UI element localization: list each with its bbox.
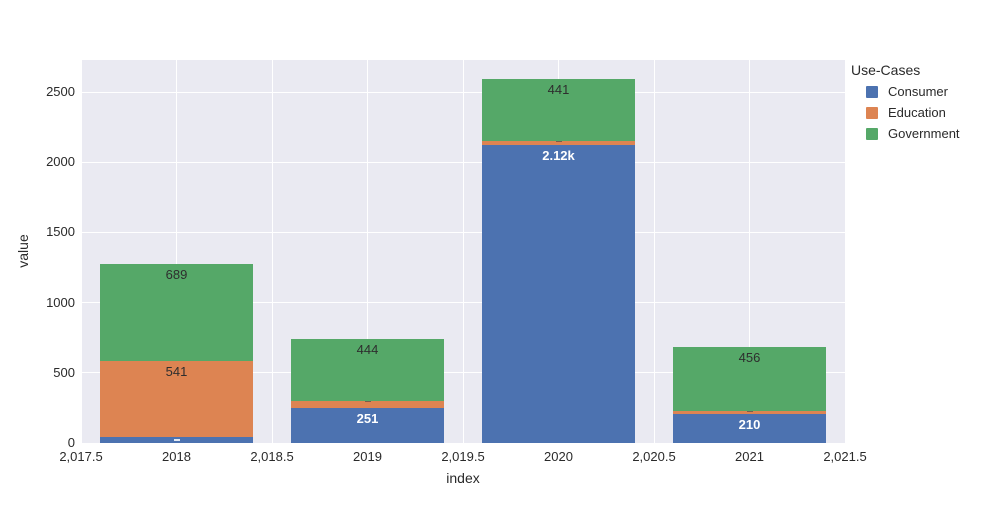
y-tick-label: 2500 <box>46 84 75 99</box>
y-gridline <box>81 442 845 444</box>
x-gridline <box>176 60 177 443</box>
x-tick-label: 2019 <box>353 449 382 464</box>
x-tick-label: 2,018.5 <box>250 449 294 464</box>
bar-segment-education[interactable] <box>673 410 826 414</box>
legend-label: Education <box>888 105 946 120</box>
bar-segment-education[interactable] <box>291 401 444 408</box>
bar-segment-consumer[interactable] <box>291 407 444 443</box>
legend-item-government[interactable]: Government <box>866 126 960 141</box>
bar-segment-education[interactable] <box>482 141 635 146</box>
y-tick-label: 1000 <box>46 294 75 310</box>
bar-segment-government[interactable] <box>291 339 444 402</box>
legend-swatch-icon <box>866 106 878 119</box>
y-tick-label: 2000 <box>46 154 75 170</box>
legend-item-education[interactable]: Education <box>866 105 960 120</box>
x-gridline <box>749 60 750 443</box>
x-gridline <box>462 60 464 443</box>
legend: Use-Cases Consumer Education Government <box>851 62 960 147</box>
legend-label: Consumer <box>888 84 948 99</box>
x-gridline <box>653 60 655 443</box>
legend-title: Use-Cases <box>851 62 921 78</box>
legend-swatch-icon <box>866 85 878 98</box>
y-tick-label: 1500 <box>46 224 75 240</box>
legend-item-consumer[interactable]: Consumer <box>866 84 960 99</box>
x-tick-label: 2018 <box>162 449 191 464</box>
y-tick-label: 0 <box>67 435 75 450</box>
x-gridline <box>271 60 273 443</box>
x-axis-title: index <box>446 470 480 486</box>
bar-segment-education[interactable] <box>100 360 253 437</box>
bar-segment-consumer[interactable] <box>482 145 635 443</box>
x-tick-label: 2021 <box>735 449 764 464</box>
x-tick-label: 2,021.5 <box>823 449 867 464</box>
y-tick-label: 500 <box>53 364 75 380</box>
legend-items: Consumer Education Government <box>851 84 960 141</box>
bar-segment-government[interactable] <box>673 346 826 411</box>
legend-label: Government <box>888 126 960 141</box>
plot-area[interactable]: 541 689 251 444 2.12k 441 210 456 <box>80 60 846 444</box>
x-gridline <box>80 60 82 443</box>
x-gridline <box>844 60 846 443</box>
bar-segment-government[interactable] <box>100 263 253 361</box>
bar-segment-consumer[interactable] <box>100 436 253 443</box>
x-gridline <box>367 60 368 443</box>
x-tick-label: 2,020.5 <box>632 449 676 464</box>
x-tick-label: 2,017.5 <box>59 449 103 464</box>
bar-segment-government[interactable] <box>482 79 635 142</box>
bar-segment-consumer[interactable] <box>673 413 826 443</box>
x-tick-label: 2020 <box>544 449 573 464</box>
legend-swatch-icon <box>866 127 878 140</box>
x-tick-label: 2,019.5 <box>441 449 485 464</box>
